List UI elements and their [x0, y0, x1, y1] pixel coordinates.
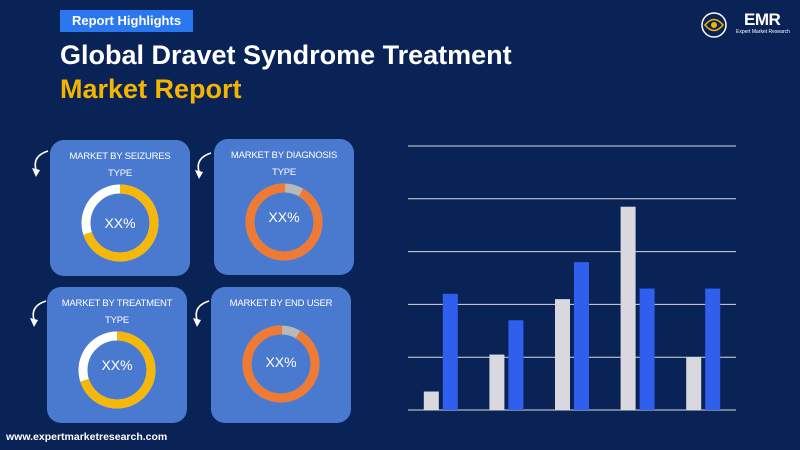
- donut-value: XX%: [268, 209, 300, 225]
- emr-logo-icon: [701, 12, 727, 38]
- bar-series-2-5: [705, 288, 721, 410]
- bar-series-2-1: [442, 293, 458, 410]
- bar-series-1-3: [555, 299, 570, 410]
- bar-series-1-1: [423, 391, 439, 410]
- card-label: MARKET BY DIAGNOSIS TYPE: [230, 150, 338, 178]
- bar-chart: [408, 145, 736, 411]
- donut-chart-seizures: [81, 184, 159, 262]
- donut-chart-treatment: [78, 331, 156, 409]
- donut-chart-diagnosis: [245, 183, 323, 261]
- page-subtitle: Market Report: [60, 74, 242, 104]
- card-end-user: MARKET BY END USER XX%: [211, 287, 351, 423]
- donut-chart-end-user: [242, 325, 320, 403]
- curved-arrow-icon: [195, 152, 212, 179]
- card-label: MARKET BY END USER: [229, 298, 333, 309]
- card-treatment-type: MARKET BY TREATMENT TYPE XX%: [47, 287, 187, 423]
- card-label: MARKET BY TREATMENT TYPE: [61, 298, 173, 326]
- logo-tagline: Expert Market Research: [736, 29, 790, 35]
- donut-value: XX%: [104, 215, 136, 231]
- curved-arrow-icon: [193, 300, 210, 327]
- donut-value: XX%: [101, 357, 133, 373]
- report-highlights-badge: Report Highlights: [60, 10, 194, 32]
- bar-series-1-4: [620, 206, 636, 410]
- card-diagnosis-type: MARKET BY DIAGNOSIS TYPE XX%: [214, 139, 354, 275]
- footer-url: www.expertmarketresearch.com: [6, 431, 168, 443]
- bar-series-2-4: [639, 288, 655, 410]
- bar-series-1-2: [489, 354, 505, 410]
- page-title: Global Dravet Syndrome Treatment: [60, 40, 512, 70]
- donut-value: XX%: [265, 354, 297, 370]
- curved-arrow-icon: [30, 300, 47, 327]
- bar-series-1-5: [686, 357, 702, 410]
- bar-series-2-3: [574, 262, 589, 410]
- card-seizures-type: MARKET BY SEIZURES TYPE XX%: [50, 140, 190, 276]
- logo-text: EMR: [744, 10, 781, 29]
- curved-arrow-icon: [32, 150, 49, 177]
- bar-series-2-2: [508, 320, 524, 410]
- card-label: MARKET BY SEIZURES TYPE: [69, 151, 171, 179]
